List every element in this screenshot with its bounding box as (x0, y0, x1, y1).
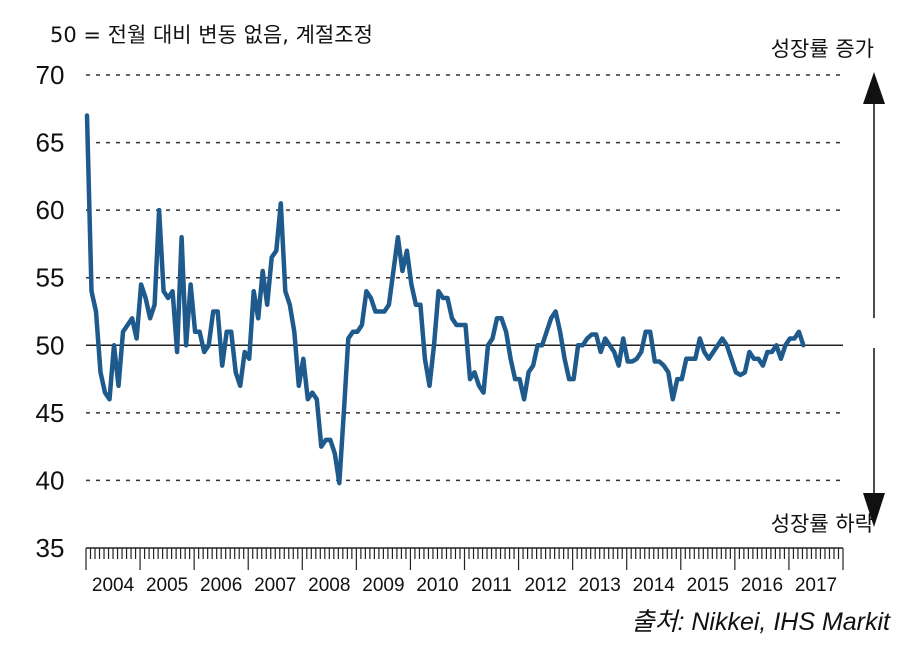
y-tick-label: 50 (36, 330, 65, 360)
y-tick-label: 70 (36, 60, 65, 90)
x-tick-label: 2008 (308, 575, 350, 596)
y-tick-label: 65 (36, 128, 65, 158)
y-tick-label: 55 (36, 263, 65, 293)
grid-lines (86, 74, 843, 482)
arrow-down-label: 성장률 하락 (771, 512, 874, 536)
x-tick-label: 2011 (471, 575, 512, 596)
x-tick-label: 2015 (687, 575, 729, 596)
chart-subtitle: 50 = 전월 대비 변동 없음, 계절조정 (50, 23, 373, 47)
series-layer (84, 113, 806, 486)
y-tick-label: 35 (36, 533, 65, 563)
x-tick-label: 2016 (741, 575, 783, 596)
growth-arrow (863, 72, 885, 527)
x-tick-label: 2007 (254, 575, 296, 596)
x-tick-label: 2012 (524, 575, 566, 596)
y-tick-label: 45 (36, 398, 65, 428)
x-tick-label: 2004 (92, 575, 135, 596)
arrow-head-up-icon (863, 72, 885, 104)
arrow-head-down-icon (863, 493, 885, 527)
source-note: 출처: Nikkei, IHS Markit (631, 608, 891, 636)
x-tick-label: 2009 (362, 575, 404, 596)
x-tick-label: 2005 (146, 575, 188, 596)
x-tick-label: 2010 (416, 575, 458, 596)
arrow-up-label: 성장률 증가 (771, 37, 874, 61)
x-axis: 2004 2005 2006 2007 2008 2009 2010 2011 2012 2013… (85, 547, 844, 596)
series-line (84, 113, 806, 486)
y-tick-label: 40 (36, 465, 65, 495)
x-tick-label: 2006 (200, 575, 242, 596)
x-tick-label: 2017 (795, 575, 837, 596)
y-tick-label: 60 (36, 195, 65, 225)
y-axis-ticks: 35 40 45 50 55 60 65 70 (36, 60, 65, 563)
x-tick-label: 2013 (579, 575, 621, 596)
x-tick-label: 2014 (633, 575, 676, 596)
